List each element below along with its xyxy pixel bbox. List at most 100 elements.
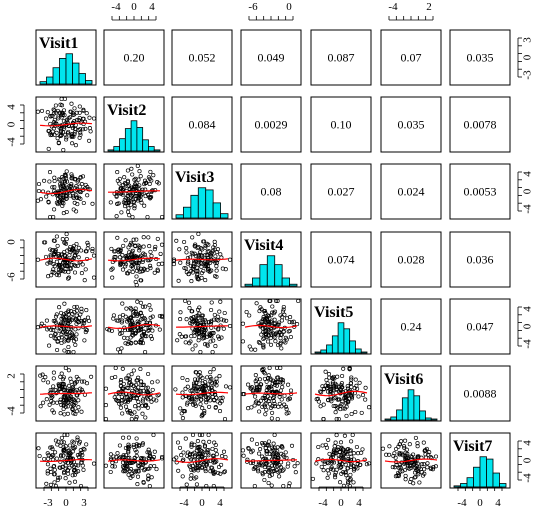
scatter-point: [127, 316, 132, 321]
variable-label: Visit6: [384, 371, 423, 388]
histogram-bar: [486, 458, 494, 488]
scatter-point: [52, 336, 57, 341]
scatter-point: [123, 262, 128, 267]
scatter-point: [197, 378, 202, 383]
scatter-point: [189, 467, 194, 473]
scatter-point: [216, 464, 222, 470]
tick-label: 0: [522, 54, 534, 60]
smooth-line: [39, 392, 93, 395]
scatter-point: [200, 317, 205, 323]
scatter-point: [262, 403, 267, 408]
panel-border: [103, 365, 165, 422]
scatter-point: [273, 331, 278, 336]
scatter-point: [341, 483, 346, 488]
histogram-bar: [205, 189, 214, 219]
scatter-point: [109, 267, 114, 272]
scatter-point: [61, 440, 66, 445]
scatter-point: [275, 464, 280, 469]
scatter-point: [155, 268, 161, 273]
scatter-point: [198, 320, 203, 325]
scatter-point: [147, 181, 152, 187]
scatter-panel: [35, 432, 97, 489]
scatter-point: [63, 132, 68, 137]
scatter-point: [68, 309, 74, 314]
scatter-point: [350, 394, 355, 399]
scatter-point: [71, 112, 76, 118]
scatter-point: [152, 247, 157, 252]
scatter-point: [349, 375, 354, 380]
scatter-point: [149, 399, 154, 404]
scatter-point: [260, 319, 265, 324]
scatter-point: [415, 441, 420, 446]
correlation-panel: 0.028: [380, 231, 442, 288]
histogram-bar: [220, 213, 229, 219]
scatter-point: [348, 477, 353, 482]
scatter-point: [268, 405, 273, 410]
scatter-point: [327, 451, 332, 456]
scatter-point: [250, 388, 255, 393]
scatter-point: [59, 371, 64, 376]
panel-border: [171, 163, 233, 220]
scatter-point: [272, 432, 277, 438]
histogram-bar: [148, 146, 155, 152]
panel-grid: Visit1 0.20 0.052 0.049 0.087 0.07 0.035 Visit2…: [35, 29, 511, 489]
scatter-point: [135, 184, 140, 189]
scatter-point: [254, 301, 259, 306]
scatter-point: [52, 332, 58, 337]
scatter-point: [197, 444, 202, 449]
scatter-point: [278, 365, 283, 371]
scatter-point: [212, 239, 217, 244]
scatter-point: [208, 398, 213, 403]
scatter-point: [249, 347, 254, 352]
scatter-point: [65, 411, 70, 416]
scatter-point: [48, 333, 53, 338]
scatter-point: [140, 383, 145, 388]
scatter-point: [125, 168, 130, 173]
scatter-point: [123, 314, 128, 319]
scatter-point: [138, 389, 143, 394]
tick-label: 3: [522, 37, 534, 43]
panel-border: [380, 298, 442, 355]
scatter-point: [63, 476, 68, 481]
scatter-point: [430, 467, 435, 472]
scatter-point: [206, 447, 211, 453]
scatter-point: [359, 410, 364, 415]
scatter-point: [218, 401, 223, 406]
scatter-point: [52, 185, 57, 190]
scatter-point: [80, 262, 85, 267]
scatter-point: [71, 207, 76, 212]
scatter-point: [334, 467, 339, 472]
scatter-point: [187, 341, 192, 346]
scatter-point: [116, 347, 121, 352]
scatter-point: [212, 312, 217, 317]
tick-label: 0: [6, 121, 18, 127]
histogram-bar: [244, 283, 253, 287]
smooth-line: [244, 392, 298, 395]
scatter-point: [59, 115, 64, 120]
scatter-point: [276, 404, 281, 409]
scatter-point: [318, 404, 323, 409]
scatter-point: [35, 257, 41, 262]
scatter-point: [249, 437, 254, 442]
tick-label: -4: [388, 1, 398, 13]
scatter-point: [185, 384, 190, 389]
scatter-point: [326, 437, 331, 442]
scatter-point: [246, 446, 251, 451]
scatter-point: [270, 459, 276, 464]
scatter-point: [80, 453, 85, 458]
scatter-point: [197, 432, 202, 438]
scatter-point: [269, 313, 274, 318]
bottom-axis-visit5: -4 0 4: [318, 486, 364, 509]
scatter-point: [289, 443, 295, 448]
scatter-panel: [171, 231, 233, 288]
correlation-value: 0.0029: [255, 118, 288, 132]
scatter-point: [252, 465, 257, 470]
scatter-point: [79, 319, 84, 324]
scatter-point: [88, 129, 93, 134]
histogram-bar: [72, 62, 80, 85]
scatter-point: [183, 298, 188, 304]
correlation-panel: 0.08: [240, 163, 302, 220]
scatter-point: [256, 462, 261, 467]
scatter-point: [204, 334, 209, 340]
scatter-point: [347, 367, 352, 372]
